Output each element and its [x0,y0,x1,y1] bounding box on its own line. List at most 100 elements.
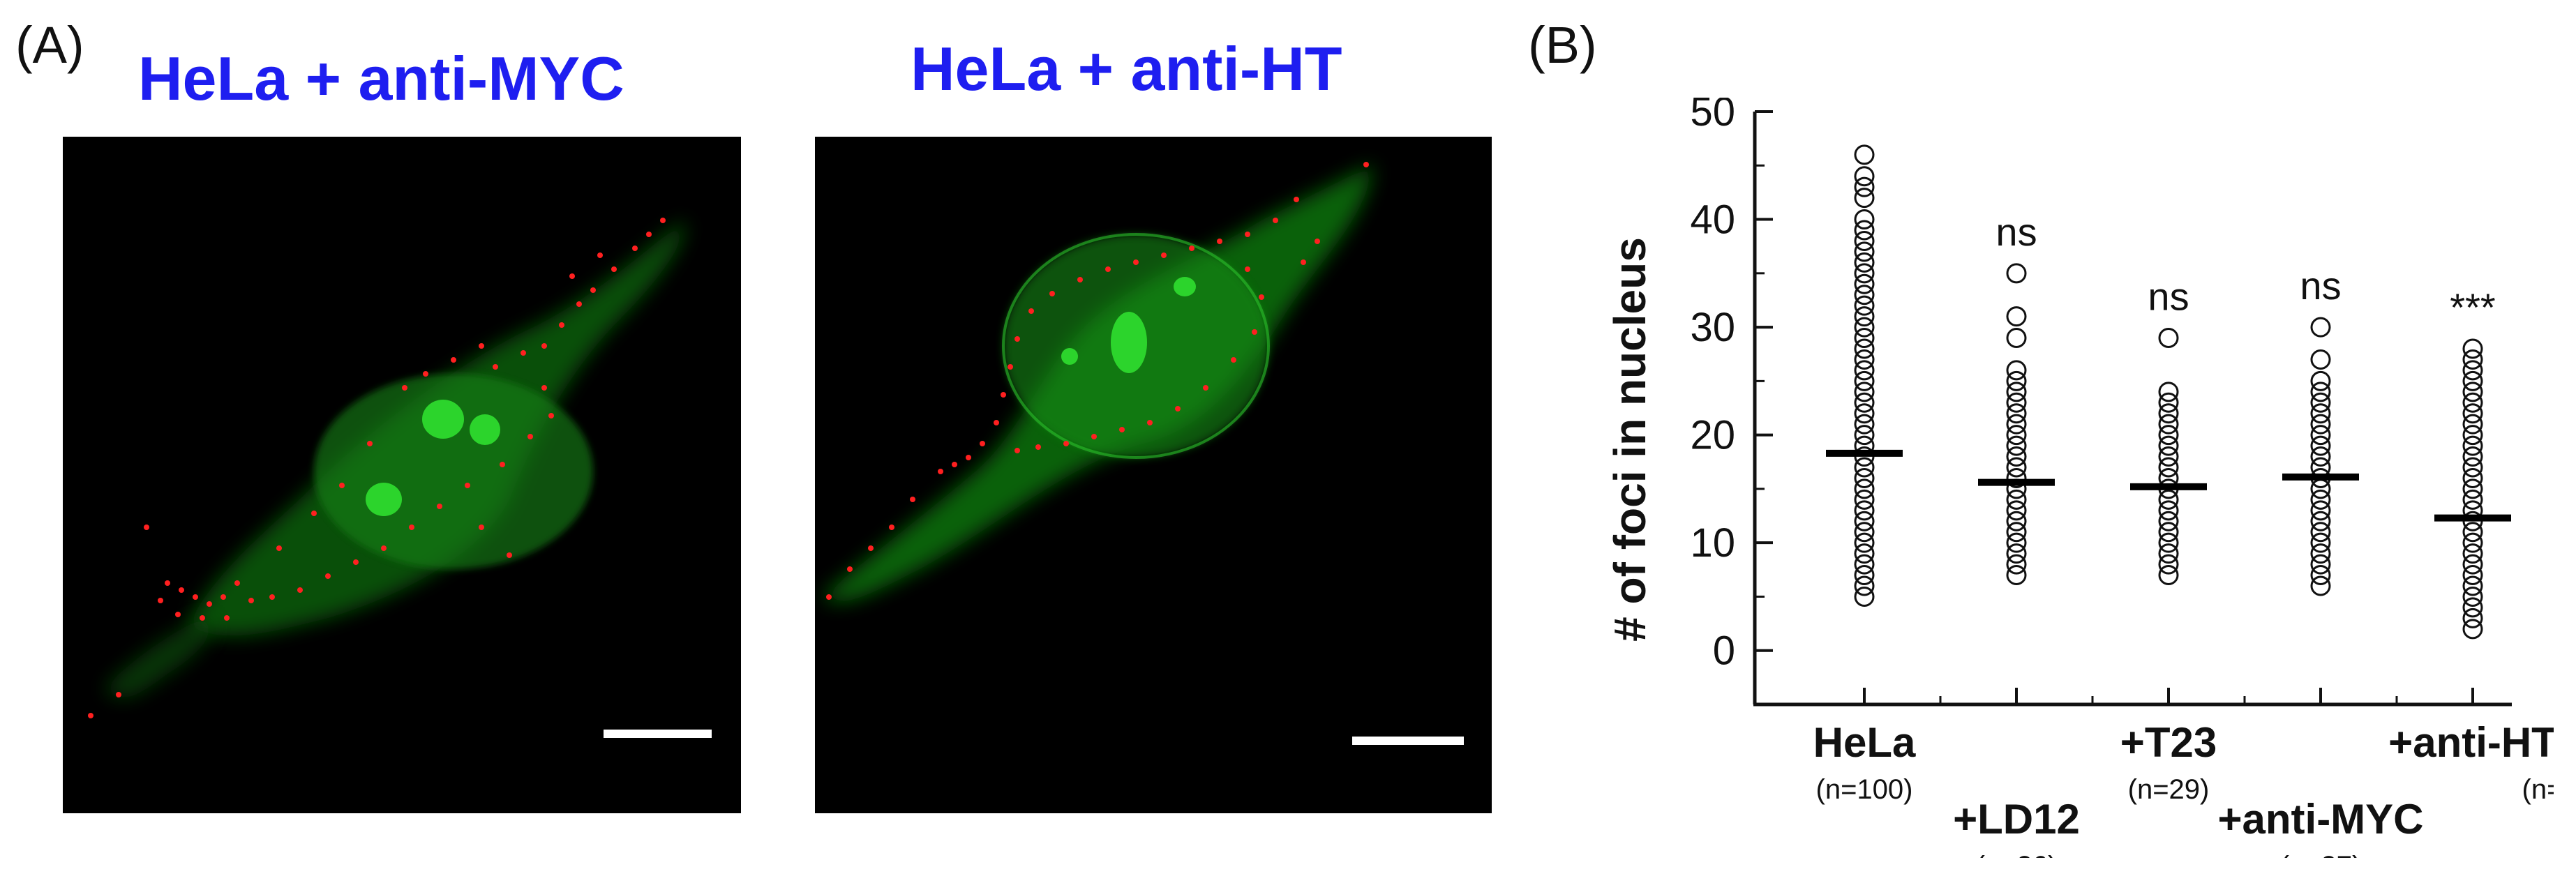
data-point [2158,565,2179,586]
data-point [2006,435,2027,456]
category-label: +anti-MYC [2217,796,2423,843]
data-point [2158,457,2179,478]
data-point [2462,619,2483,640]
data-point [2310,403,2331,424]
data-point [2462,382,2483,402]
data-point [2158,554,2179,575]
data-point [2158,446,2179,467]
panel-a-label: (A) [15,16,84,74]
data-point [1854,586,1875,607]
data-point [1854,360,1875,381]
data-point [2158,543,2179,564]
category-n-label: (n=100) [1816,774,1913,805]
data-point [2462,467,2483,488]
data-point [1854,382,1875,402]
data-point [1854,349,1875,370]
category-n-label: (n=36) [1976,851,2058,858]
data-point [2462,392,2483,413]
data-point [2462,597,2483,618]
y-ticks: 0 10 20 30 40 50 [1690,98,1773,674]
data-point [2310,478,2331,499]
data-point [2462,532,2483,553]
foci-markers [826,162,1369,600]
significance-label: *** [2450,285,2495,329]
data-point [1854,220,1875,241]
micrograph-anti-myc [63,137,741,813]
data-point [2310,382,2331,402]
data-point [2310,543,2331,564]
data-point [1854,457,1875,478]
data-point [1854,306,1875,327]
data-point [2006,457,2027,478]
y-tick-label: 10 [1690,520,1735,566]
data-point [1854,500,1875,521]
data-point [2310,392,2331,413]
data-point [1854,554,1875,575]
data-point [1854,467,1875,488]
data-point [2158,532,2179,553]
data-point [1854,285,1875,305]
category-label: +T23 [2120,719,2217,766]
data-point [2462,446,2483,467]
data-point [2310,489,2331,510]
cell-body [822,165,1373,602]
data-point [1854,565,1875,586]
data-point [1854,414,1875,435]
data-point [2006,403,2027,424]
y-tick-label: 0 [1713,628,1735,674]
significance-label: ns [2300,264,2341,308]
data-point [2158,522,2179,543]
data-point [1854,338,1875,359]
data-point [2462,554,2483,575]
data-point [2310,425,2331,446]
data-point [1854,511,1875,531]
data-point [1854,328,1875,349]
data-point [2006,425,2027,446]
nucleolus [1061,348,1078,365]
micrograph-anti-ht [815,137,1492,813]
data-point [2006,543,2027,564]
y-axis-label: # of foci in nucleus [1605,237,1655,642]
data-point [2310,500,2331,521]
category-label: +anti-HT [2388,719,2554,766]
y-tick-label: 20 [1690,413,1735,458]
data-points [1854,144,2483,640]
data-point [2310,522,2331,543]
data-point [2006,263,2027,284]
nucleolus [1111,312,1147,373]
data-point [2006,360,2027,381]
data-point [2462,403,2483,424]
cell-body [105,220,685,698]
y-tick-label: 50 [1690,98,1735,135]
scale-bar [604,730,712,738]
data-point [2462,607,2483,628]
data-point [2462,586,2483,607]
data-point [2006,511,2027,531]
data-point [2310,414,2331,435]
data-point [2462,543,2483,564]
data-point [1854,263,1875,284]
data-point [1854,522,1875,543]
data-point [2310,575,2331,596]
data-point [2310,532,2331,553]
data-point [1854,166,1875,187]
data-point [1854,273,1875,294]
y-tick-label: 30 [1690,305,1735,350]
right-image-title: HeLa + anti-HT [911,34,1342,103]
category-n-label: (n=100) [2522,774,2554,805]
data-point [2006,554,2027,575]
nucleolus [422,400,464,439]
axes [1753,112,2512,707]
panel-b-label: (B) [1528,16,1597,74]
data-point [2462,349,2483,370]
y-tick-label: 40 [1690,197,1735,243]
data-point [1854,478,1875,499]
data-point [2310,370,2331,391]
significance-label: ns [1995,210,2037,254]
data-point [1854,392,1875,413]
data-point [2310,511,2331,531]
data-point [1854,489,1875,510]
data-point [1854,317,1875,338]
data-point [1854,295,1875,316]
data-point [2310,317,2331,338]
